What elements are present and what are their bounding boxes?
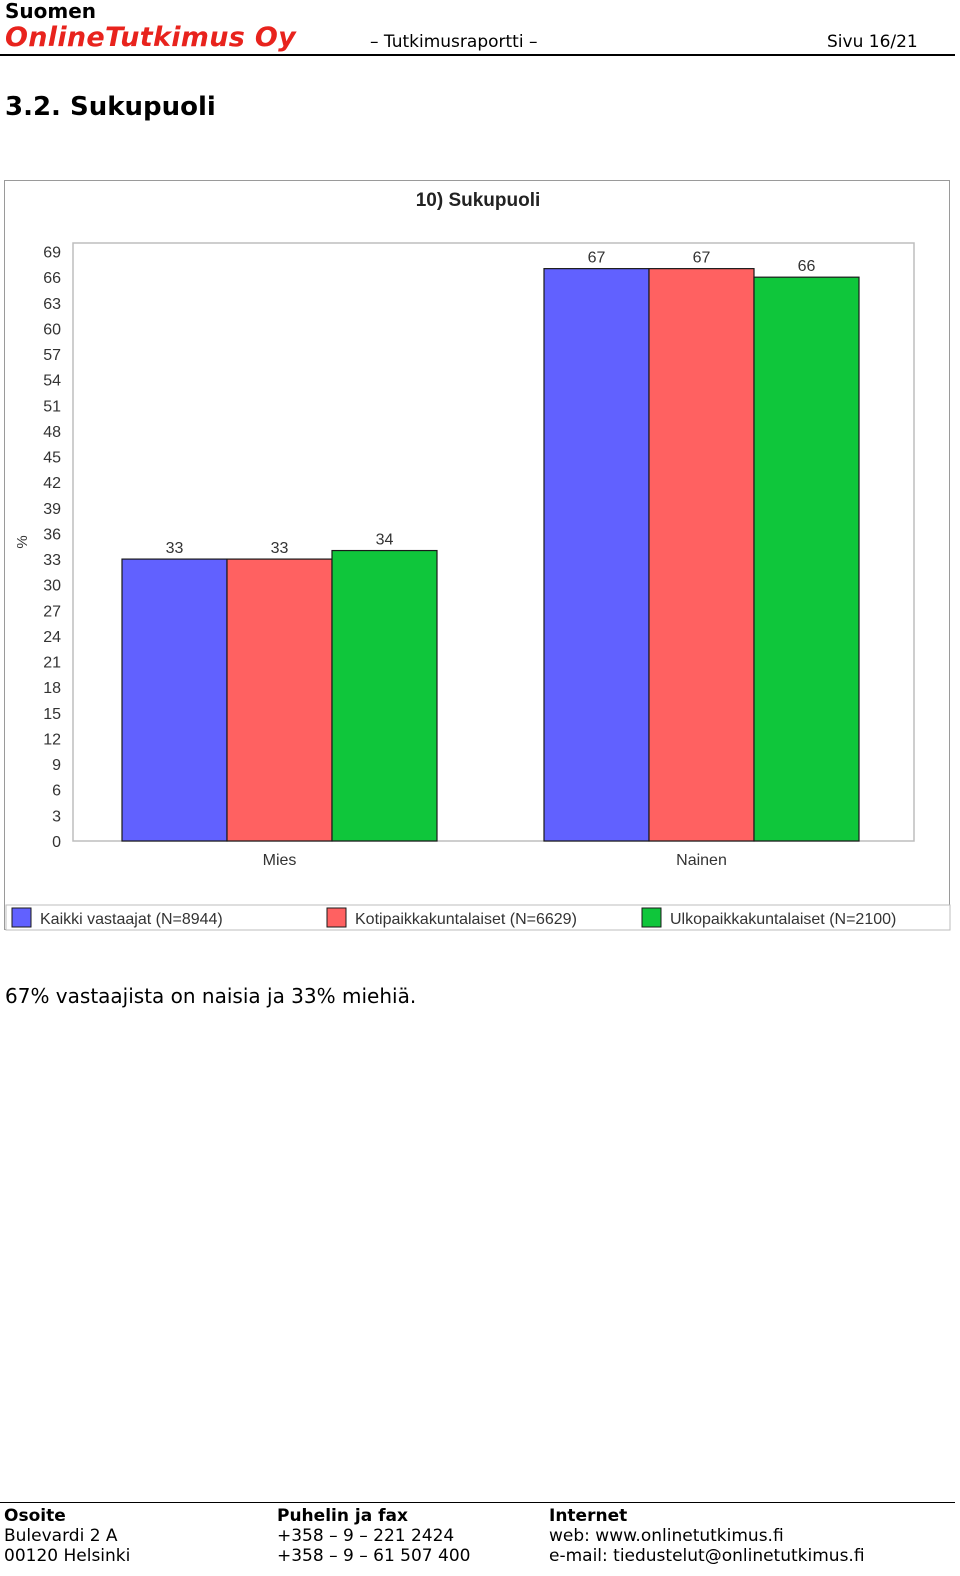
y-tick-label: 30 [43, 578, 61, 595]
y-tick-label: 33 [43, 552, 61, 569]
page-number: Sivu 16/21 [827, 32, 918, 52]
legend-entry: Ulkopaikkakuntalaiset (N=2100) [670, 911, 896, 928]
bar [331, 549, 438, 842]
footer-phone-heading: Puhelin ja fax [277, 1506, 408, 1526]
legend-swatch [11, 907, 32, 928]
y-tick-label: 54 [43, 373, 61, 390]
y-axis-label: % [14, 535, 31, 548]
y-tick-label: 66 [43, 270, 61, 287]
y-tick-label: 60 [43, 321, 61, 338]
y-tick-label: 18 [43, 680, 61, 697]
x-tick-label: Nainen [676, 852, 727, 869]
footer-phone-line: +358 – 9 – 221 2424 [277, 1526, 455, 1546]
footer-divider [0, 1502, 955, 1503]
y-tick-label: 42 [43, 475, 61, 492]
y-tick-label: 0 [52, 834, 61, 851]
bar-value-label: 33 [271, 540, 289, 557]
y-tick-label: 69 [43, 245, 61, 262]
y-tick-label: 6 [52, 783, 61, 800]
footer-address-line: 00120 Helsinki [4, 1546, 131, 1566]
legend-swatch [641, 907, 662, 928]
y-tick-label: 9 [52, 757, 61, 774]
header-divider [0, 54, 955, 56]
brand-line-1: Suomen [5, 0, 97, 23]
legend-entry: Kotipaikkakuntalaiset (N=6629) [355, 911, 577, 928]
chart-title: 10) Sukupuoli [416, 190, 541, 211]
footer-internet-heading: Internet [549, 1506, 628, 1526]
y-tick-label: 3 [52, 808, 61, 825]
footer-web-line: web: www.onlinetutkimus.fi [549, 1526, 784, 1546]
footer-phone: Puhelin ja fax +358 – 9 – 221 2424 +358 … [277, 1506, 470, 1566]
y-tick-label: 24 [43, 629, 61, 646]
y-tick-label: 27 [43, 603, 61, 620]
y-tick-label: 63 [43, 296, 61, 313]
y-tick-label: 57 [43, 347, 61, 364]
bar-chart: 10) Sukupuoli036912151821242730333639424… [5, 190, 951, 931]
footer-address-heading: Osoite [4, 1506, 66, 1526]
bar-value-label: 67 [693, 250, 711, 267]
bar [648, 268, 755, 842]
x-tick-label: Mies [263, 852, 297, 869]
bar [121, 558, 228, 842]
chart-panel: 10) Sukupuoli 0 3 6 9 12 15 18 21 24 27 30 33 36 39 42 4… [4, 180, 951, 931]
bar-value-label: 33 [166, 540, 184, 557]
bar-value-label: 66 [798, 258, 816, 275]
y-tick-label: 12 [43, 731, 61, 748]
y-tick-label: 39 [43, 501, 61, 518]
bar-value-label: 67 [588, 250, 606, 267]
footer-internet: Internet web: www.onlinetutkimus.fi e-ma… [549, 1506, 865, 1566]
footer-address: Osoite Bulevardi 2 A 00120 Helsinki [4, 1506, 130, 1566]
y-tick-label: 48 [43, 424, 61, 441]
footer-fax-line: +358 – 9 – 61 507 400 [277, 1546, 471, 1566]
bar [543, 268, 650, 842]
bar [753, 276, 860, 842]
bar [226, 558, 333, 842]
summary-text: 67% vastaajista on naisia ja 33% miehiä. [5, 984, 417, 1008]
y-tick-label: 45 [43, 450, 61, 467]
section-title: 3.2. Sukupuoli [5, 92, 216, 122]
bar-value-label: 34 [376, 532, 394, 549]
y-tick-label: 15 [43, 706, 61, 723]
document-type: – Tutkimusraportti – [370, 32, 538, 52]
legend-box [5, 904, 951, 931]
y-tick-label: 51 [43, 398, 61, 415]
y-tick-label: 21 [43, 655, 61, 672]
legend-swatch [326, 907, 347, 928]
page-header: Suomen OnlineTutkimus Oy – Tutkimusrapor… [0, 0, 960, 56]
footer-email-line: e-mail: tiedustelut@onlinetutkimus.fi [549, 1546, 865, 1566]
brand-logo-text: OnlineTutkimus Oy [5, 22, 296, 53]
y-tick-label: 36 [43, 526, 61, 543]
legend-entry: Kaikki vastaajat (N=8944) [40, 911, 223, 928]
footer-address-line: Bulevardi 2 A [4, 1526, 118, 1546]
